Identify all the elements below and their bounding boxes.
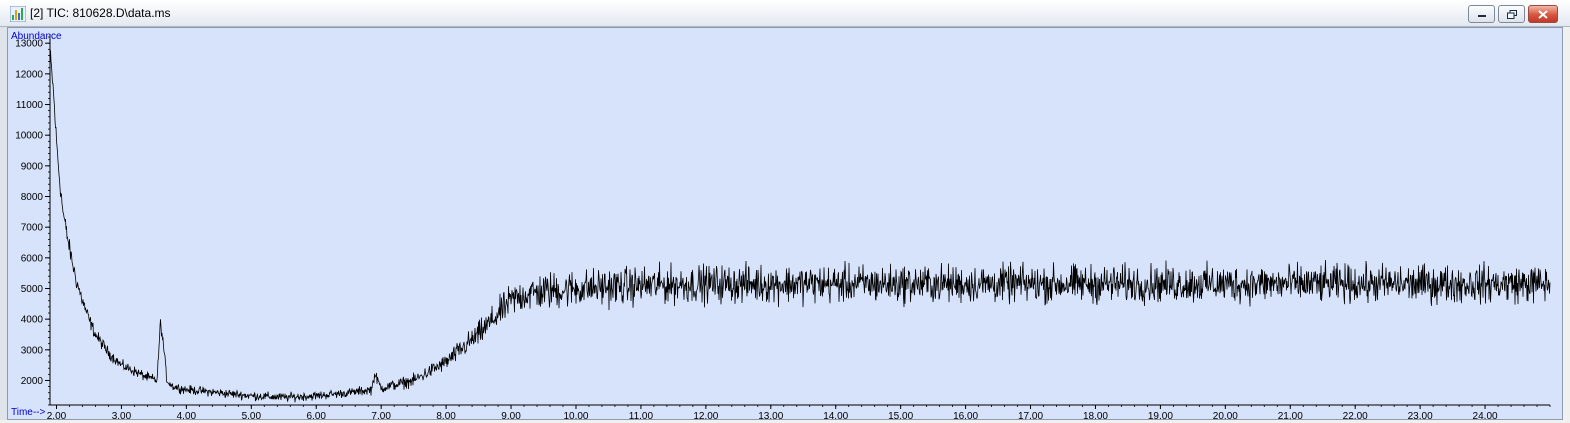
y-tick-label: 8000 (21, 192, 44, 203)
window-titlebar[interactable]: [2] TIC: 810628.D\data.ms (0, 0, 1570, 27)
x-tick-label: 21.00 (1278, 411, 1303, 421)
window-controls (1468, 5, 1558, 23)
close-icon (1538, 9, 1548, 19)
close-button[interactable] (1528, 5, 1558, 23)
x-tick-label: 10.00 (563, 411, 588, 421)
y-tick-label: 5000 (21, 284, 44, 295)
x-tick-label: 19.00 (1148, 411, 1173, 421)
x-tick-label: 5.00 (242, 411, 262, 421)
y-tick-label: 11000 (16, 100, 44, 111)
x-tick-label: 17.00 (1018, 411, 1043, 421)
x-tick-label: 12.00 (693, 411, 718, 421)
x-tick-label: 14.00 (823, 411, 848, 421)
tic-chart[interactable]: 2000 3000 4000 5000 6000 7000 8000 9000 10000 110… (8, 28, 1564, 421)
x-tick-label: 18.00 (1083, 411, 1108, 421)
y-tick-label: 12000 (15, 69, 43, 80)
y-tick-label: 2000 (21, 376, 44, 387)
x-tick-label: 9.00 (501, 411, 521, 421)
y-axis-ticks: 2000 3000 4000 5000 6000 7000 8000 9000 10000 110… (15, 36, 50, 406)
x-tick-label: 13.00 (758, 411, 783, 421)
chromatogram-plot[interactable]: 2000 3000 4000 5000 6000 7000 8000 9000 10000 110… (7, 27, 1564, 421)
minimize-icon (1477, 15, 1486, 17)
y-tick-label: 13000 (15, 39, 43, 50)
x-tick-label: 16.00 (953, 411, 978, 421)
chromatogram-icon (10, 6, 26, 22)
x-tick-label: 7.00 (371, 411, 391, 421)
x-tick-label: 15.00 (888, 411, 913, 421)
x-tick-label: 24.00 (1473, 411, 1498, 421)
y-axis-label: Abundance (11, 31, 62, 42)
x-axis-ticks: 2.00 3.00 4.00 5.00 6.00 7.00 8.00 9.00 10.00 11.… (47, 405, 1551, 421)
x-tick-label: 2.00 (47, 411, 67, 421)
x-tick-label: 23.00 (1408, 411, 1433, 421)
restore-icon (1506, 9, 1517, 19)
x-tick-label: 20.00 (1213, 411, 1238, 421)
left-edge-strip (0, 27, 7, 420)
x-tick-label: 8.00 (436, 411, 456, 421)
x-tick-label: 4.00 (177, 411, 197, 421)
y-tick-label: 3000 (21, 345, 44, 356)
x-axis-label: Time--> (11, 407, 46, 418)
axes (49, 34, 1550, 406)
window-title: [2] TIC: 810628.D\data.ms (30, 6, 171, 20)
tic-trace (49, 50, 1551, 403)
y-tick-label: 7000 (21, 223, 44, 234)
y-tick-label: 4000 (21, 315, 44, 326)
y-tick-label: 9000 (21, 161, 44, 172)
x-tick-label: 6.00 (306, 411, 326, 421)
x-tick-label: 22.00 (1343, 411, 1368, 421)
x-tick-label: 11.00 (629, 411, 654, 421)
restore-button[interactable] (1498, 5, 1525, 23)
y-tick-label: 6000 (21, 253, 44, 264)
x-tick-label: 3.00 (112, 411, 132, 421)
minimize-button[interactable] (1468, 5, 1495, 23)
y-tick-label: 10000 (15, 131, 43, 142)
